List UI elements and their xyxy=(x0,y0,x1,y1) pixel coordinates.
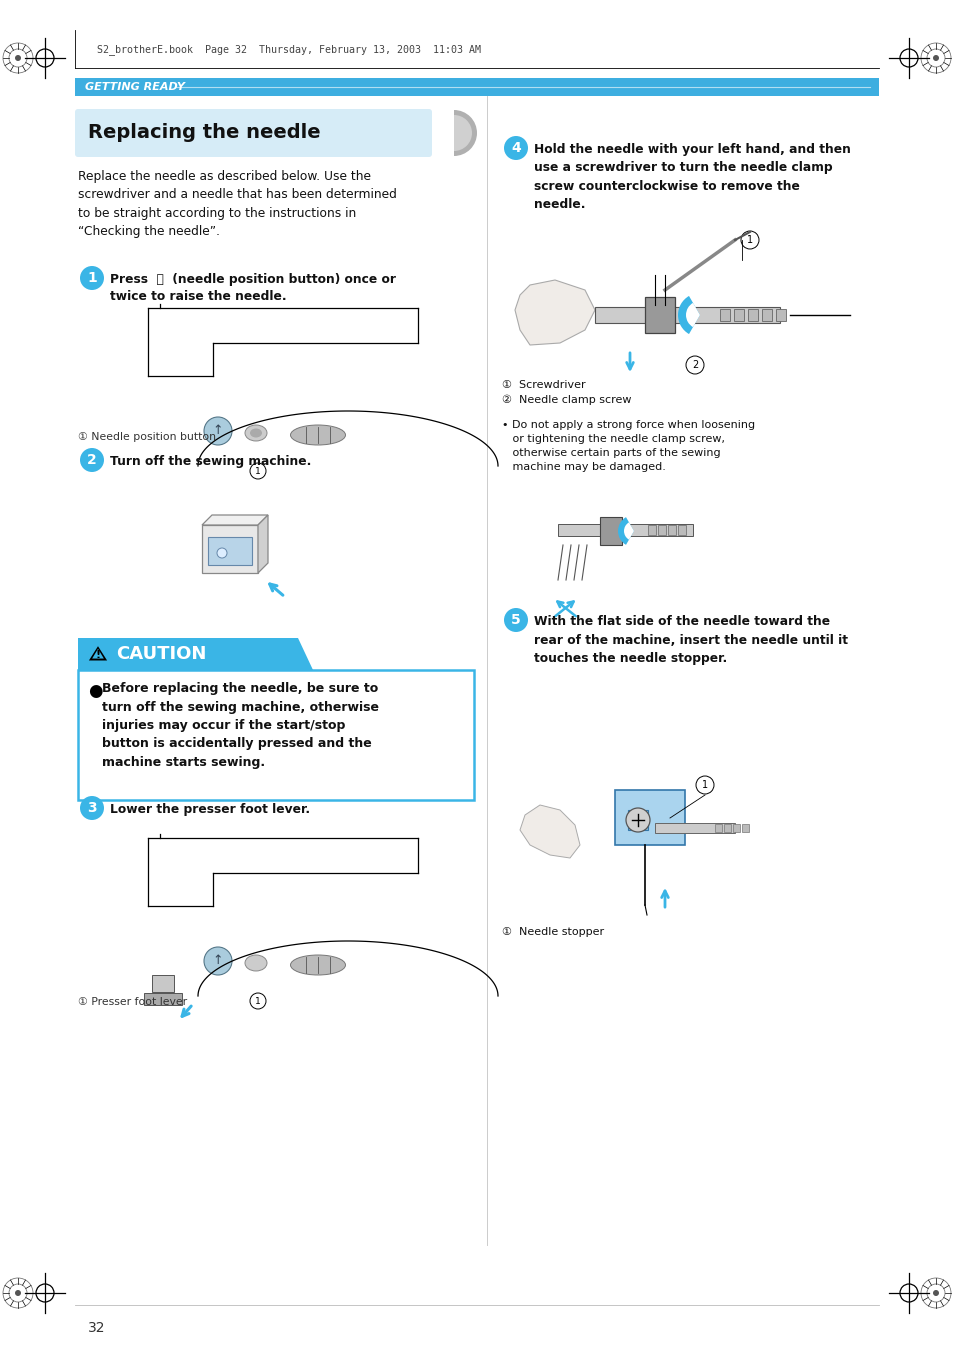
Circle shape xyxy=(740,231,759,249)
Bar xyxy=(733,309,743,322)
Circle shape xyxy=(204,947,232,975)
Bar xyxy=(595,307,780,323)
Wedge shape xyxy=(618,517,634,544)
Circle shape xyxy=(204,417,232,444)
Text: Replacing the needle: Replacing the needle xyxy=(88,123,320,142)
FancyBboxPatch shape xyxy=(144,993,182,1005)
Text: 1: 1 xyxy=(254,997,260,1005)
Text: twice to raise the needle.: twice to raise the needle. xyxy=(110,290,286,303)
Polygon shape xyxy=(519,805,579,858)
Text: • Do not apply a strong force when loosening
   or tightening the needle clamp s: • Do not apply a strong force when loose… xyxy=(501,420,755,471)
Bar xyxy=(558,524,692,536)
Text: 2: 2 xyxy=(691,359,698,370)
Circle shape xyxy=(250,993,266,1009)
Text: GETTING READY: GETTING READY xyxy=(85,82,185,92)
Bar xyxy=(667,526,676,535)
Bar xyxy=(775,309,785,322)
Bar xyxy=(714,824,721,832)
Polygon shape xyxy=(257,515,268,573)
Polygon shape xyxy=(202,526,257,573)
Text: 2: 2 xyxy=(87,453,97,467)
Text: 1: 1 xyxy=(254,466,260,476)
Bar xyxy=(741,824,748,832)
Ellipse shape xyxy=(245,426,267,440)
Ellipse shape xyxy=(245,955,267,971)
Circle shape xyxy=(503,136,527,159)
Wedge shape xyxy=(454,115,472,151)
Circle shape xyxy=(80,796,104,820)
Circle shape xyxy=(696,775,713,794)
Circle shape xyxy=(15,55,21,61)
Polygon shape xyxy=(202,515,268,526)
Circle shape xyxy=(250,463,266,480)
Text: ① Needle position button: ① Needle position button xyxy=(78,432,215,442)
Bar xyxy=(720,309,729,322)
FancyBboxPatch shape xyxy=(78,670,474,800)
Polygon shape xyxy=(515,280,595,345)
Bar xyxy=(208,536,252,565)
Text: 32: 32 xyxy=(88,1321,106,1335)
Circle shape xyxy=(80,449,104,471)
Text: 5: 5 xyxy=(511,613,520,627)
Polygon shape xyxy=(78,638,313,670)
Text: ① Presser foot lever: ① Presser foot lever xyxy=(78,997,187,1006)
Wedge shape xyxy=(454,109,476,155)
Text: 1: 1 xyxy=(746,235,752,245)
Circle shape xyxy=(503,608,527,632)
Text: CAUTION: CAUTION xyxy=(116,644,206,663)
Text: ↑: ↑ xyxy=(213,424,223,438)
Text: ●: ● xyxy=(88,682,102,700)
Circle shape xyxy=(216,549,227,558)
Circle shape xyxy=(625,808,649,832)
Text: Press  ⓘ  (needle position button) once or: Press ⓘ (needle position button) once or xyxy=(110,273,395,286)
Polygon shape xyxy=(92,648,104,658)
Circle shape xyxy=(685,357,703,374)
Text: 4: 4 xyxy=(511,141,520,155)
Text: S2_brotherE.book  Page 32  Thursday, February 13, 2003  11:03 AM: S2_brotherE.book Page 32 Thursday, Febru… xyxy=(97,45,480,55)
Bar xyxy=(658,526,665,535)
Bar xyxy=(761,309,771,322)
Text: Lower the presser foot lever.: Lower the presser foot lever. xyxy=(110,802,310,816)
Circle shape xyxy=(15,1290,21,1296)
Text: Turn off the sewing machine.: Turn off the sewing machine. xyxy=(110,455,311,467)
FancyBboxPatch shape xyxy=(75,109,432,157)
Ellipse shape xyxy=(250,428,262,438)
Text: ①  Screwdriver: ① Screwdriver xyxy=(501,380,585,390)
Bar xyxy=(647,526,656,535)
Text: ②  Needle clamp screw: ② Needle clamp screw xyxy=(501,394,631,405)
Bar xyxy=(615,790,684,844)
Text: !: ! xyxy=(95,650,100,661)
Circle shape xyxy=(80,266,104,290)
Text: ↑: ↑ xyxy=(213,955,223,967)
Wedge shape xyxy=(623,523,634,539)
Circle shape xyxy=(932,55,938,61)
Text: Hold the needle with your left hand, and then
use a screwdriver to turn the need: Hold the needle with your left hand, and… xyxy=(534,143,850,212)
Bar xyxy=(627,811,647,830)
Bar xyxy=(678,526,685,535)
Bar xyxy=(655,823,734,834)
Bar xyxy=(747,309,758,322)
Text: Replace the needle as described below. Use the
screwdriver and a needle that has: Replace the needle as described below. U… xyxy=(78,170,396,239)
Bar xyxy=(723,824,730,832)
Text: 1: 1 xyxy=(87,272,97,285)
Text: Before replacing the needle, be sure to
turn off the sewing machine, otherwise
i: Before replacing the needle, be sure to … xyxy=(102,682,378,769)
Bar xyxy=(75,78,878,96)
FancyBboxPatch shape xyxy=(152,975,173,992)
Bar xyxy=(599,517,621,544)
Circle shape xyxy=(932,1290,938,1296)
Bar xyxy=(732,824,740,832)
Wedge shape xyxy=(678,296,700,334)
Text: With the flat side of the needle toward the
rear of the machine, insert the need: With the flat side of the needle toward … xyxy=(534,615,847,665)
Ellipse shape xyxy=(291,426,345,444)
Bar xyxy=(644,297,675,332)
Text: ①  Needle stopper: ① Needle stopper xyxy=(501,927,603,938)
Ellipse shape xyxy=(291,955,345,975)
Text: 3: 3 xyxy=(87,801,96,815)
Polygon shape xyxy=(89,646,107,661)
Text: 1: 1 xyxy=(701,780,707,790)
Wedge shape xyxy=(685,303,700,327)
